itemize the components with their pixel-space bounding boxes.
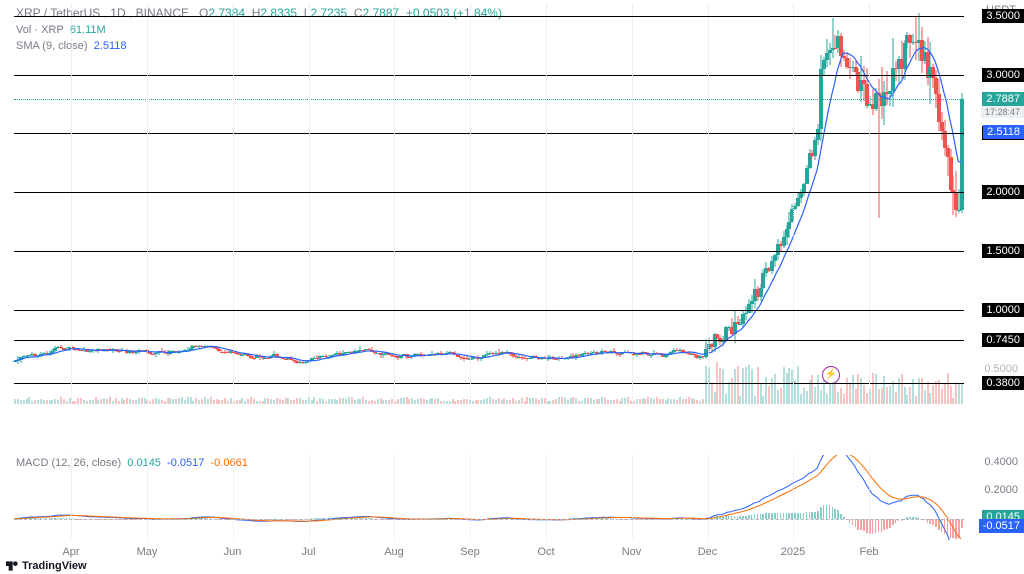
price-level-label: 0.3800	[982, 376, 1024, 390]
macd-axis[interactable]: 0.40000.20000.0145-0.0517	[968, 455, 1024, 540]
macd-axis-tick: 0.4000	[984, 456, 1018, 468]
time-axis-label: Sep	[460, 546, 480, 558]
time-axis-label: Jun	[224, 546, 242, 558]
tradingview-logo[interactable]: TradingView	[6, 560, 87, 572]
price-level-label: 3.5000	[982, 9, 1024, 23]
main-chart-pane[interactable]: XRP / TetherUS , 1D , BINANCE O2.7384 H2…	[14, 4, 964, 449]
macd-axis-tick: 0.2000	[984, 484, 1018, 496]
axis-tick-label: 0.5000	[984, 363, 1018, 375]
price-level-label: 2.0000	[982, 185, 1024, 199]
price-level-label: 1.5000	[982, 244, 1024, 258]
sma-line-overlay	[14, 4, 964, 404]
time-axis-label: May	[137, 546, 158, 558]
time-axis-label: Feb	[860, 546, 879, 558]
time-axis-label: Dec	[698, 546, 718, 558]
time-axis-label: Apr	[62, 546, 79, 558]
price-axis[interactable]: 3.50003.00002.50002.00001.50001.00000.74…	[968, 4, 1024, 449]
current-price-tag: 2.7887	[982, 92, 1024, 106]
countdown-tag: 17:28:47	[981, 106, 1024, 118]
price-level-label: 3.0000	[982, 68, 1024, 82]
price-level-label: 1.0000	[982, 303, 1024, 317]
time-axis-label: 2025	[781, 546, 805, 558]
time-axis-label: Nov	[622, 546, 642, 558]
time-axis[interactable]: Apr May Jun Jul Aug Sep Oct Nov Dec 2025 Feb	[14, 544, 964, 564]
time-axis-label: Aug	[384, 546, 404, 558]
macd-line-tag: -0.0517	[979, 519, 1024, 533]
price-level-label: 0.7450	[982, 333, 1024, 347]
macd-histogram	[14, 455, 964, 540]
macd-pane[interactable]: MACD (12, 26, close) 0.0145 -0.0517 -0.0…	[14, 455, 964, 540]
time-axis-label: Jul	[301, 546, 315, 558]
time-axis-label: Oct	[537, 546, 554, 558]
logo-icon	[6, 560, 18, 572]
idea-flash-icon[interactable]: ⚡	[822, 366, 840, 384]
sma-price-tag: 2.5118	[983, 125, 1024, 139]
